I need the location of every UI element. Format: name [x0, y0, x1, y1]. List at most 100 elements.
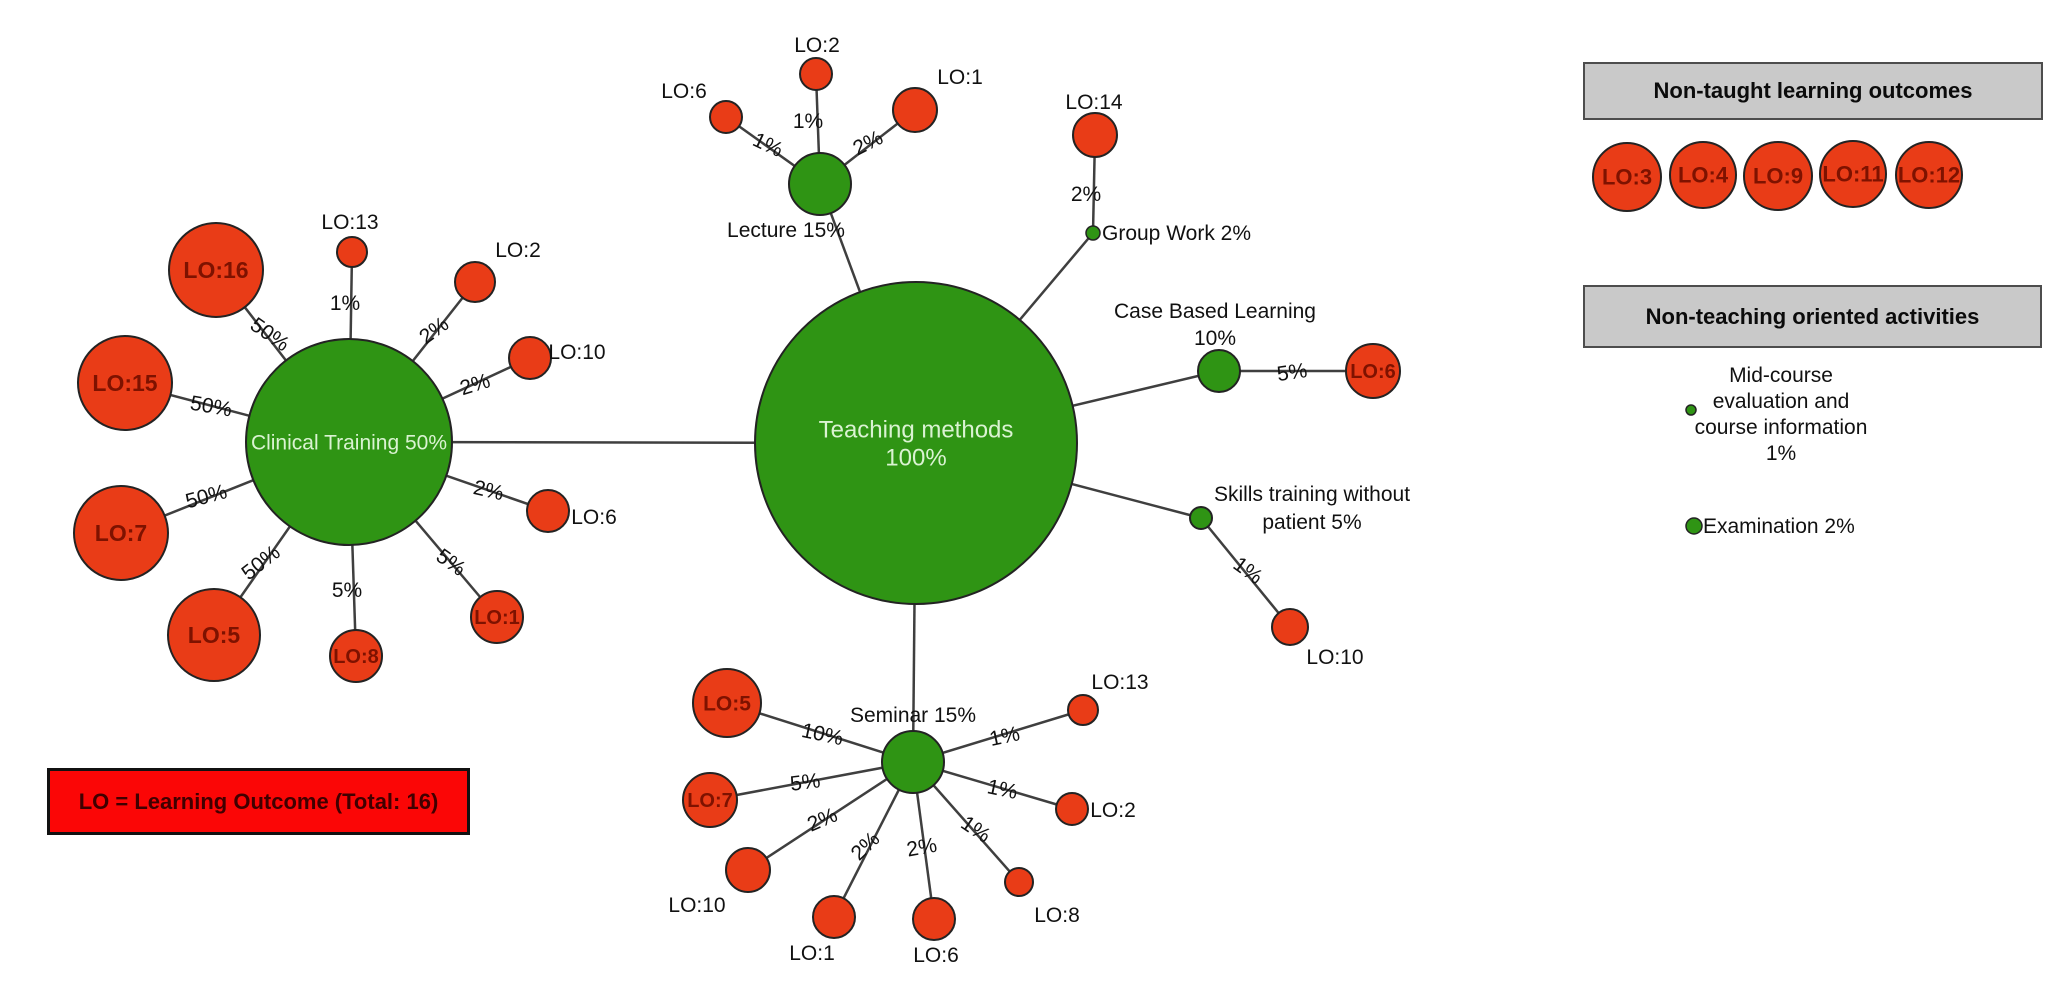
node-c13 [336, 236, 368, 268]
node-label-examination: Examination 2% [1703, 515, 1855, 538]
edge-label-seminar-s1: 2% [847, 828, 885, 866]
lo-abbreviation-note: LO = Learning Outcome (Total: 16) [47, 768, 470, 835]
node-label-c2: LO:2 [495, 239, 541, 262]
edge-label-seminar-s5: 10% [799, 719, 845, 750]
node-teaching [754, 281, 1078, 605]
edge-label-clinical-c13: 1% [330, 292, 360, 315]
node-label-casebased: Case Based Learning 10% [1114, 300, 1316, 350]
node-label-s8: LO:8 [1034, 904, 1080, 927]
node-label-c15: LO:15 [92, 370, 157, 396]
node-label-nt12: LO:12 [1898, 163, 1960, 188]
edge-label-clinical-c15: 50% [188, 392, 233, 422]
node-label-lo14: LO:14 [1065, 91, 1123, 114]
node-label-c16: LO:16 [183, 257, 248, 283]
edge-label-seminar-s6: 2% [905, 834, 939, 862]
node-label-groupwork: Group Work 2% [1102, 222, 1251, 245]
node-c10 [508, 336, 552, 380]
edge-label-seminar-s2: 1% [985, 775, 1019, 804]
non-taught-outcomes-header: Non-taught learning outcomes [1583, 62, 2043, 120]
edge-label-clinical-c1: 5% [432, 545, 470, 581]
edge-label-clinical-c10: 2% [457, 369, 493, 400]
node-label-sk10: LO:10 [1306, 646, 1363, 669]
node-label-clinical: Clinical Training 50% [251, 431, 447, 454]
node-label-nt11: LO:11 [1822, 162, 1883, 187]
node-midcourse [1685, 404, 1697, 416]
node-label-seminar: Seminar 15% [850, 704, 976, 727]
edge-label-clinical-c7: 50% [183, 480, 230, 513]
node-label-c13: LO:13 [321, 211, 378, 234]
node-label-s6: LO:6 [913, 944, 959, 967]
node-c7 [73, 485, 169, 581]
node-label-lecture: Lecture 15% [727, 219, 845, 242]
edge-label-clinical-c6: 2% [471, 476, 506, 505]
node-sk10 [1271, 608, 1309, 646]
edge-label-seminar-s13: 1% [987, 722, 1021, 751]
node-label-midcourse: Mid-course evaluation and course informati… [1695, 364, 1868, 465]
node-nt9 [1743, 141, 1813, 211]
edge-seminar-s7 [709, 760, 914, 802]
node-s13 [1067, 694, 1099, 726]
node-c8 [329, 629, 383, 683]
node-label-c5: LO:5 [188, 622, 241, 648]
node-groupwork [1085, 225, 1101, 241]
edge-skills-sk10 [1200, 517, 1291, 628]
node-label-s13: LO:13 [1091, 671, 1148, 694]
node-s10 [725, 847, 771, 893]
node-label-s10: LO:10 [668, 894, 725, 917]
node-s8 [1004, 867, 1034, 897]
node-label-skills: Skills training without patient 5% [1214, 483, 1410, 534]
node-s1 [812, 895, 856, 939]
node-label-c6: LO:6 [571, 506, 617, 529]
node-casebased [1197, 349, 1241, 393]
node-label-l6: LO:6 [661, 80, 707, 103]
node-ca6 [1345, 343, 1401, 399]
node-label-nt3: LO:3 [1602, 165, 1652, 190]
node-c6 [526, 489, 570, 533]
node-label-c10: LO:10 [548, 341, 605, 364]
node-label-nt4: LO:4 [1678, 163, 1729, 188]
node-label-c1: LO:1 [474, 607, 520, 629]
node-label-l2: LO:2 [794, 34, 840, 57]
node-label-s7: LO:7 [687, 790, 733, 812]
node-nt12 [1895, 141, 1963, 209]
node-s6 [912, 897, 956, 941]
node-label-nt9: LO:9 [1753, 164, 1803, 189]
node-nt4 [1669, 141, 1737, 209]
node-lecture [788, 152, 852, 216]
node-seminar [881, 730, 945, 794]
node-l2 [799, 57, 833, 91]
edge-label-groupwork-lo14: 2% [1071, 183, 1101, 206]
edge-label-clinical-c5: 50% [237, 541, 284, 585]
node-clinical [245, 338, 453, 546]
node-s7 [682, 772, 738, 828]
node-c15 [77, 335, 173, 431]
node-s2 [1055, 792, 1089, 826]
node-label-s5: LO:5 [703, 692, 751, 715]
node-label-teaching: Teaching methods 100% [819, 416, 1014, 471]
node-lo14 [1072, 112, 1118, 158]
edge-label-casebased-ca6: 5% [1275, 359, 1308, 386]
node-l1 [892, 87, 938, 133]
edge-label-seminar-s7: 5% [789, 769, 822, 796]
edge-seminar-s10 [747, 760, 914, 872]
edge-label-clinical-c8: 5% [332, 579, 362, 602]
node-s5 [692, 668, 762, 738]
node-label-c7: LO:7 [95, 520, 147, 546]
node-c2 [454, 261, 496, 303]
edge-label-lecture-l2: 1% [793, 110, 823, 133]
node-label-s1: LO:1 [789, 942, 835, 965]
node-examination [1685, 517, 1703, 535]
node-label-s2: LO:2 [1090, 799, 1136, 822]
node-label-ca6: LO:6 [1350, 361, 1396, 383]
node-label-c8: LO:8 [333, 646, 379, 668]
node-c5 [167, 588, 261, 682]
node-nt3 [1592, 142, 1662, 212]
edge-label-seminar-s10: 2% [804, 803, 841, 836]
node-c16 [168, 222, 264, 318]
node-c1 [470, 590, 524, 644]
non-teaching-activities-header: Non-teaching oriented activities [1583, 285, 2042, 348]
node-skills [1189, 506, 1213, 530]
node-l6 [709, 100, 743, 134]
